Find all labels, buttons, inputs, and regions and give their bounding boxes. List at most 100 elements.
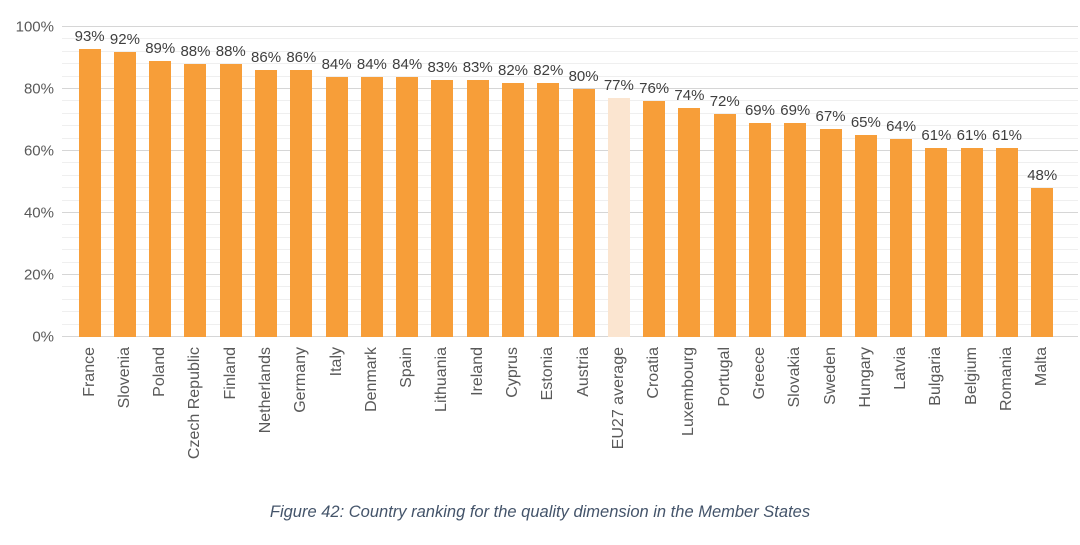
minor-gridline — [62, 261, 1078, 263]
bar-value-label: 48% — [1027, 167, 1058, 184]
bar-column: 72% — [707, 27, 742, 337]
x-axis-cell: Cyprus — [495, 345, 530, 480]
x-axis-cell: Czech Republic — [178, 345, 213, 480]
x-axis-cell: Belgium — [954, 345, 989, 480]
minor-gridline — [62, 298, 1078, 300]
x-axis-label: Greece — [750, 347, 768, 400]
x-axis-label: Romania — [997, 347, 1015, 412]
bar-value-label: 76% — [639, 80, 670, 97]
major-gridline — [62, 336, 1078, 337]
bar — [290, 70, 313, 337]
x-axis-label: Cyprus — [504, 347, 522, 398]
bar-column: 77% — [601, 27, 636, 337]
bar — [431, 80, 454, 337]
minor-gridline — [62, 38, 1078, 40]
bar — [748, 123, 771, 337]
bar-value-label: 69% — [780, 102, 811, 119]
x-axis-label: Luxembourg — [680, 347, 698, 436]
bar-value-label: 82% — [498, 62, 529, 79]
minor-gridline — [62, 187, 1078, 189]
y-axis: 0% 20% 40% 60% 80% 100% — [0, 19, 54, 346]
bar — [678, 108, 701, 337]
bar-column: 64% — [883, 27, 918, 337]
bar — [819, 129, 842, 337]
minor-gridline — [62, 236, 1078, 238]
bar — [113, 52, 136, 337]
bar-column: 89% — [143, 27, 178, 337]
bar-column: 82% — [531, 27, 566, 337]
x-axis-label: Slovenia — [115, 347, 133, 409]
y-axis-label: 40% — [23, 204, 54, 222]
x-axis-cell: Estonia — [531, 345, 566, 480]
y-axis-label: 100% — [15, 18, 54, 36]
x-axis: France Slovenia Poland Czech Republic Finlan… — [72, 345, 1060, 480]
bar-column: 83% — [425, 27, 460, 337]
minor-gridline — [62, 174, 1078, 176]
bar-column: 92% — [107, 27, 142, 337]
x-axis-cell: Lithuania — [425, 345, 460, 480]
x-axis-label: Bulgaria — [927, 347, 945, 406]
x-axis-cell: EU27 average — [601, 345, 636, 480]
bar — [713, 114, 736, 337]
major-gridline — [62, 150, 1078, 151]
bar-value-label: 72% — [709, 93, 740, 110]
bar-column: 61% — [919, 27, 954, 337]
bar-value-label: 89% — [145, 40, 176, 57]
major-gridline — [62, 274, 1078, 275]
x-axis-cell: Croatia — [637, 345, 672, 480]
bar-value-label: 65% — [850, 114, 881, 131]
x-axis-label: Ireland — [468, 347, 486, 396]
bar — [360, 77, 383, 337]
bar-value-label: 74% — [674, 87, 705, 104]
x-axis-cell: Hungary — [848, 345, 883, 480]
bar-column: 88% — [178, 27, 213, 337]
x-axis-cell: Germany — [284, 345, 319, 480]
y-axis-label: 80% — [23, 80, 54, 98]
minor-gridline — [62, 249, 1078, 251]
bar-value-label: 83% — [462, 59, 493, 76]
x-axis-cell: Slovakia — [778, 345, 813, 480]
bar-value-label: 93% — [74, 28, 105, 45]
bar — [466, 80, 489, 337]
minor-gridline — [62, 112, 1078, 114]
bar-value-label: 86% — [286, 49, 317, 66]
minor-gridline — [62, 323, 1078, 325]
x-axis-label: Italy — [327, 347, 345, 377]
x-axis-cell: Portugal — [707, 345, 742, 480]
minor-gridline — [62, 137, 1078, 139]
bar-value-label: 83% — [427, 59, 458, 76]
bar — [960, 148, 983, 337]
bar — [854, 135, 877, 337]
bar-value-label: 86% — [251, 49, 282, 66]
minor-gridline — [62, 100, 1078, 102]
bar-value-label: 80% — [568, 68, 599, 85]
x-axis-cell: Malta — [1025, 345, 1060, 480]
plot-area: 93% 92% 89% 88% 88% 86% 86% 84% 84% 84% 83% 83% 82% 8… — [62, 26, 1078, 337]
bar-column: 76% — [637, 27, 672, 337]
x-axis-label: EU27 average — [609, 347, 627, 450]
bar-value-label: 84% — [392, 56, 423, 73]
bar-value-label: 84% — [356, 56, 387, 73]
y-axis-label: 60% — [23, 142, 54, 160]
bar-value-label: 88% — [180, 43, 211, 60]
x-axis-cell: Denmark — [354, 345, 389, 480]
x-axis-label: Croatia — [645, 347, 663, 399]
x-axis-label: Malta — [1033, 347, 1051, 387]
bar-column: 67% — [813, 27, 848, 337]
bar-column: 86% — [284, 27, 319, 337]
x-axis-cell: Spain — [390, 345, 425, 480]
bar-value-label: 64% — [886, 118, 917, 135]
minor-gridline — [62, 50, 1078, 52]
bar-series: 93% 92% 89% 88% 88% 86% 86% 84% 84% 84% 83% 83% 82% 8… — [72, 27, 1060, 337]
bar — [325, 77, 348, 337]
x-axis-cell: Latvia — [883, 345, 918, 480]
bar — [502, 83, 525, 337]
bar — [537, 83, 560, 337]
x-axis-label: Germany — [292, 347, 310, 413]
bar — [219, 64, 242, 337]
x-axis-cell: Poland — [143, 345, 178, 480]
x-axis-cell: Romania — [989, 345, 1024, 480]
bar — [255, 70, 278, 337]
minor-gridline — [62, 125, 1078, 127]
